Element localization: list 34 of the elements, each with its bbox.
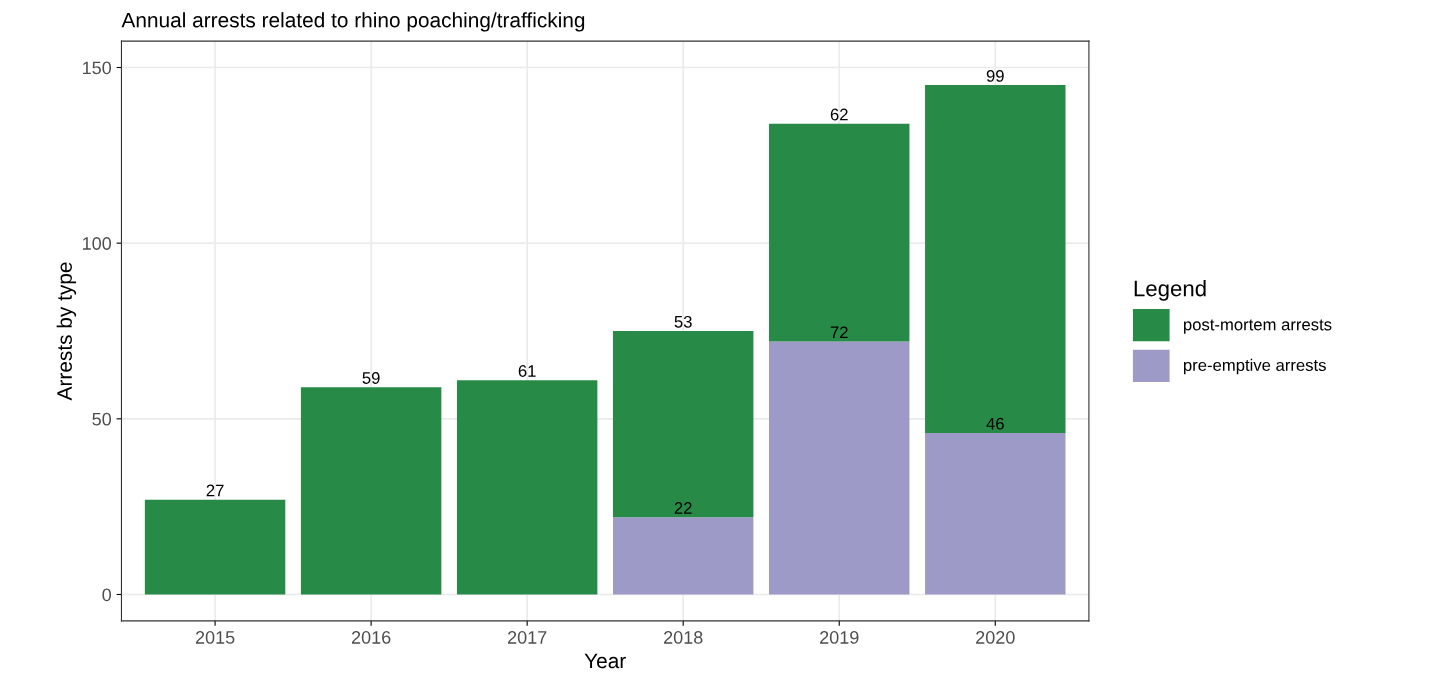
data-label: 22	[674, 502, 692, 514]
y-tick-label: 0	[102, 588, 112, 602]
data-label: 99	[986, 69, 1004, 82]
legend-label: post-mortem arrests	[1184, 319, 1332, 334]
bar	[144, 499, 286, 595]
y-tick-label: 100	[83, 237, 112, 250]
chart-title: Annual arrests related to rhino poaching/trafficking	[121, 12, 585, 32]
data-label: 59	[362, 372, 380, 384]
x-tick-label: 2017	[507, 631, 547, 644]
data-label: 72	[830, 326, 848, 339]
data-label: 46	[986, 417, 1004, 430]
data-label: 62	[830, 108, 848, 121]
bar	[612, 517, 754, 595]
bar	[769, 341, 910, 595]
x-tick-label: 2019	[820, 631, 859, 644]
x-axis-title: Year	[584, 653, 626, 669]
y-tick-label: 50	[92, 412, 112, 426]
x-tick-label: 2015	[195, 631, 235, 644]
bar	[300, 387, 442, 595]
bar	[769, 123, 910, 342]
bar	[925, 85, 1066, 433]
data-label: 27	[206, 484, 224, 497]
legend-title: Legend	[1134, 280, 1206, 301]
y-axis-title: Arrests by type	[56, 262, 77, 401]
x-tick-label: 2016	[351, 631, 391, 644]
bar	[456, 380, 598, 595]
x-tick-label: 2020	[976, 631, 1015, 644]
bar	[925, 432, 1066, 595]
bar	[612, 330, 754, 518]
legend-label: pre-emptive arrests	[1184, 358, 1326, 375]
data-label: 61	[518, 365, 536, 377]
x-tick-label: 2018	[664, 631, 703, 644]
y-tick-label: 150	[83, 61, 112, 75]
data-label: 53	[674, 315, 692, 328]
